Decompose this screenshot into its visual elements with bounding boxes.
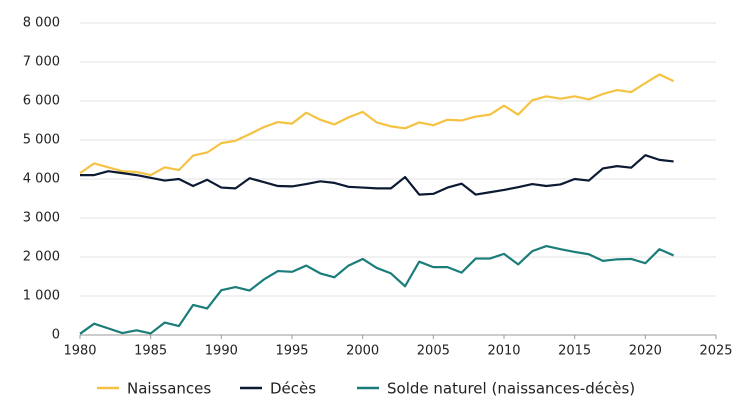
- x-tick-label: 2025: [699, 344, 732, 359]
- y-tick-label: 0: [52, 328, 60, 343]
- y-tick-label: 8 000: [23, 16, 60, 31]
- legend-label: Décès: [270, 380, 316, 398]
- y-tick-label: 3 000: [23, 211, 60, 226]
- y-tick-label: 2 000: [23, 250, 60, 265]
- y-tick-label: 4 000: [23, 172, 60, 187]
- x-tick-label: 1995: [275, 344, 308, 359]
- series-line: [79, 73, 675, 177]
- y-tick-label: 5 000: [23, 133, 60, 148]
- x-tick-label: 2015: [558, 344, 591, 359]
- x-tick-label: 2010: [487, 344, 520, 359]
- y-tick-label: 1 000: [23, 289, 60, 304]
- x-tick-label: 1980: [63, 344, 96, 359]
- series-line: [80, 154, 674, 196]
- x-tick-label: 2020: [629, 344, 662, 359]
- y-tick-label: 6 000: [23, 94, 60, 109]
- x-tick-label: 2000: [346, 344, 379, 359]
- series-line: [79, 244, 675, 335]
- x-tick-label: 1990: [205, 344, 238, 359]
- legend-label: Naissances: [127, 380, 211, 398]
- legend-label: Solde naturel (naissances-décès): [387, 380, 635, 398]
- x-tick-label: 1985: [134, 344, 167, 359]
- x-tick-label: 2005: [417, 344, 450, 359]
- y-tick-label: 7 000: [23, 55, 60, 70]
